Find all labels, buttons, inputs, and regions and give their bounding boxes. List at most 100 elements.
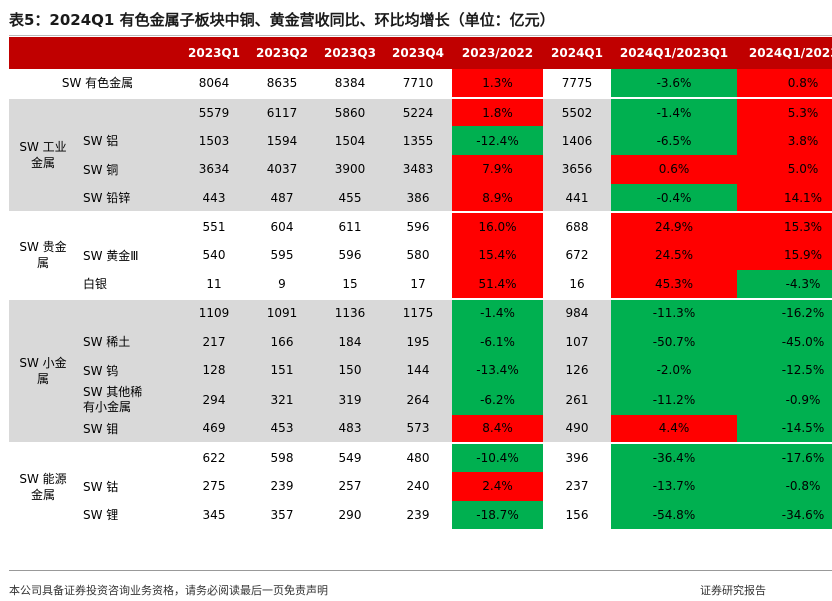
value-2023q2: 151	[248, 355, 316, 385]
row-label: SW 铅锌	[77, 183, 180, 213]
table-row: SW 小金 属 1109 1091 1136 1175 -1.4% 984 -11.3% -16…	[9, 297, 832, 444]
table-row: SW 钴 275 239 257 240 2.4% 237 -13.7% -0.8%	[9, 471, 832, 501]
value-2023q2: 604	[248, 211, 316, 242]
table-row: SW 其他稀 有小金属 294 321 319 264 -6.2% 261 -11.2% -0.…	[9, 384, 832, 415]
value-2024q1-vs-2023q4: -16.2%	[737, 297, 832, 328]
value-2023q4: 573	[384, 414, 452, 444]
value-2024q1-vs-2023q4: 3.8%	[737, 126, 832, 156]
footer-disclaimer: 本公司具备证券投资咨询业务资格，请务必阅读最后一页免责声明	[9, 584, 328, 597]
value-2023q4: 386	[384, 183, 452, 213]
value-2024q1-vs-2023q4: 14.1%	[737, 183, 832, 213]
row-label	[77, 442, 180, 472]
value-2024q1-vs-2023q4: -17.6%	[737, 442, 832, 472]
value-2024q1: 672	[565, 248, 589, 263]
value-2023q1: 8064	[198, 75, 230, 90]
header-cell: 2023/2022	[452, 37, 543, 69]
value-2024q1: 441	[543, 183, 611, 213]
row-label: SW 有色金属	[61, 76, 134, 91]
value-2024q1: 688	[543, 211, 611, 242]
value-2023-vs-2022: 2.4%	[452, 471, 543, 501]
value-2023-vs-2022: -6.1%	[452, 327, 543, 356]
value-2023-vs-2022: 51.4%	[452, 269, 543, 299]
value-2023q2: 1594	[248, 126, 316, 156]
value-2024q1-vs-2023q1: -11.2%	[611, 384, 737, 415]
row-label: SW 锂	[83, 508, 119, 523]
value-2023q1: 1503	[180, 126, 248, 156]
header-cell: 2024Q1/2023Q1	[611, 37, 737, 69]
header-cell	[77, 37, 180, 69]
value-2023q3: 257	[338, 479, 362, 494]
value-2023q4: 239	[406, 507, 430, 522]
value-2023q2: 239	[270, 479, 294, 494]
header-cell	[9, 37, 77, 69]
value-2024q1: 237	[565, 479, 589, 494]
value-2023q4: 17	[410, 276, 426, 291]
value-2023q1: 1109	[180, 297, 248, 328]
value-2023q2: 8635	[266, 75, 298, 90]
value-2023q3: 8384	[334, 75, 366, 90]
value-2023q3: 1136	[316, 297, 384, 328]
value-2024q1-vs-2023q1: 24.5%	[611, 241, 737, 270]
value-2023-vs-2022: -12.4%	[452, 126, 543, 156]
value-2024q1-vs-2023q1: -2.0%	[611, 355, 737, 385]
value-2023q3: 319	[316, 384, 384, 415]
value-2023q4: 264	[384, 384, 452, 415]
value-2023q1: 128	[180, 355, 248, 385]
value-2024q1-vs-2023q1: 0.6%	[611, 155, 737, 184]
value-2023q1: 5579	[180, 96, 248, 127]
value-2024q1-vs-2023q1: -54.8%	[611, 500, 737, 530]
row-label: SW 黄金Ⅲ	[83, 248, 139, 263]
row-label: SW 铝	[77, 126, 180, 156]
table-row: SW 稀土 217 166 184 195 -6.1% 107 -50.7% -45.0%	[9, 327, 832, 356]
value-2024q1: 107	[543, 327, 611, 356]
value-2024q1: 156	[565, 507, 589, 522]
value-2023q2: 6117	[248, 96, 316, 127]
group-label: SW 能源 金属	[9, 442, 77, 530]
table-header-row: 2023Q1 2023Q2 2023Q3 2023Q4 2023/2022 20…	[9, 37, 832, 69]
value-2024q1-vs-2023q4: 5.0%	[737, 155, 832, 184]
table-row: SW 黄金Ⅲ 540 595 596 580 15.4% 672 24.5% 15.9%	[9, 241, 832, 270]
value-2023q1: 551	[180, 211, 248, 242]
value-2023q1: 11	[206, 276, 222, 291]
footer-divider	[9, 570, 832, 571]
page-title: 表5：2024Q1 有色金属子板块中铜、黄金营收同比、环比均增长（单位：亿元）	[9, 11, 555, 29]
value-2023q3: 3900	[316, 155, 384, 184]
value-2023q3: 15	[342, 276, 358, 291]
value-2024q1-vs-2023q4: -45.0%	[737, 327, 832, 356]
value-2024q1: 1406	[543, 126, 611, 156]
value-2023q4: 195	[384, 327, 452, 356]
value-2023q2: 1091	[248, 297, 316, 328]
value-2023q4: 3483	[384, 155, 452, 184]
value-2024q1-vs-2023q1: -13.7%	[611, 471, 737, 501]
header-cell: 2024Q1/2023Q4	[737, 37, 832, 69]
value-2023q4: 596	[384, 211, 452, 242]
value-2023-vs-2022: 8.9%	[452, 183, 543, 213]
value-2024q1: 16	[569, 276, 585, 291]
value-2023q2: 598	[248, 442, 316, 472]
value-2023q3: 290	[338, 507, 362, 522]
value-2023q3: 184	[316, 327, 384, 356]
value-2024q1: 5502	[543, 96, 611, 127]
footer-brand: 证券研究报告	[700, 584, 766, 597]
table-row: SW 铅锌 443 487 455 386 8.9% 441 -0.4% 14.1%	[9, 183, 832, 213]
revenue-table-container: 2023Q1 2023Q2 2023Q3 2023Q4 2023/2022 20…	[9, 37, 832, 542]
header-cell: 2023Q4	[384, 37, 452, 69]
value-2023-vs-2022: -10.4%	[452, 442, 543, 472]
row-label: SW 钼	[77, 414, 180, 444]
value-2023q1: 275	[202, 479, 226, 494]
value-2024q1-vs-2023q1: -36.4%	[611, 442, 737, 472]
value-2024q1: 396	[543, 442, 611, 472]
value-2023q2: 453	[248, 414, 316, 444]
value-2023q2: 357	[270, 507, 294, 522]
table-row: SW 有色金属 8064 8635 8384 7710 1.3% 7775 -3.6% 0.8%	[9, 69, 832, 98]
value-2024q1-vs-2023q4: 0.8%	[737, 69, 832, 98]
value-2023q4: 1175	[384, 297, 452, 328]
value-2023q1: 540	[202, 248, 226, 263]
value-2024q1-vs-2023q1: -0.4%	[611, 183, 737, 213]
value-2024q1-vs-2023q4: -14.5%	[737, 414, 832, 444]
value-2023q3: 596	[338, 248, 362, 263]
value-2023q3: 1504	[316, 126, 384, 156]
row-label: 白银	[83, 277, 108, 292]
value-2024q1-vs-2023q4: -12.5%	[737, 355, 832, 385]
table-row: SW 钼 469 453 483 573 8.4% 490 4.4% -14.5%	[9, 414, 832, 444]
